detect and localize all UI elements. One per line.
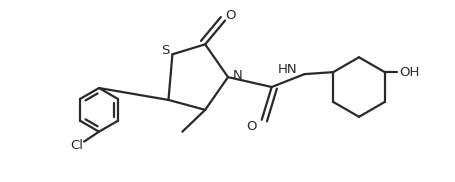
Text: O: O	[225, 9, 236, 22]
Text: N: N	[233, 69, 242, 82]
Text: HN: HN	[277, 63, 297, 76]
Text: S: S	[161, 44, 169, 57]
Text: O: O	[246, 120, 257, 133]
Text: OH: OH	[399, 66, 419, 79]
Text: Cl: Cl	[71, 139, 83, 152]
